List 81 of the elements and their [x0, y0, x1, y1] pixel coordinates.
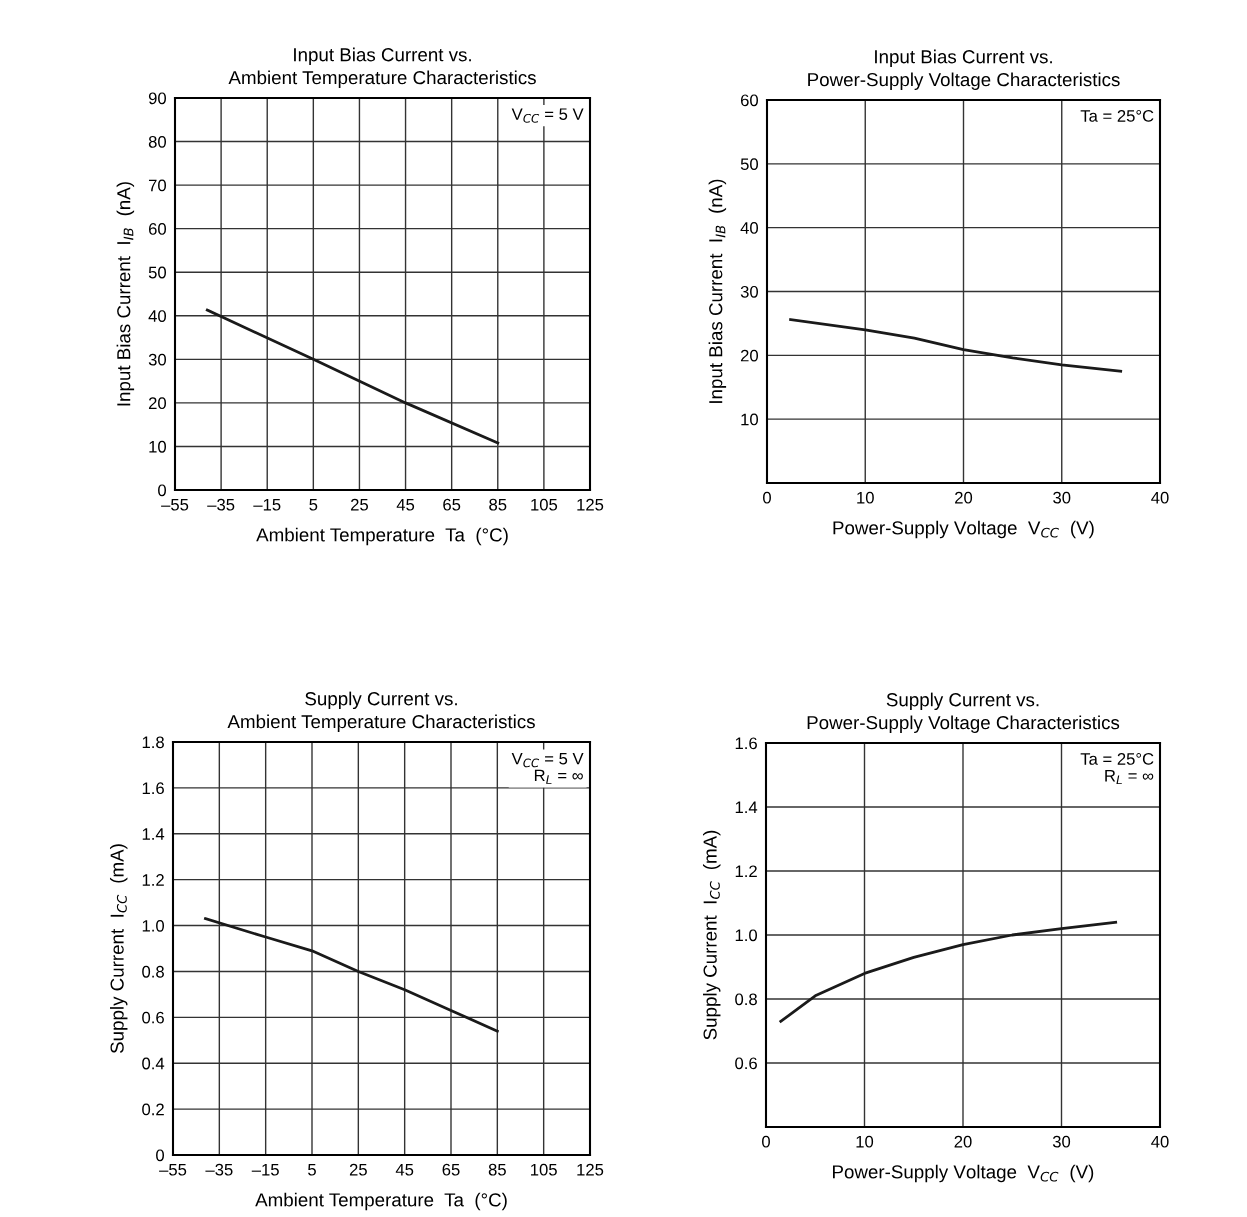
y-axis-title: Supply Current I$_{CC}$ (mA): [702, 830, 721, 1040]
annotation: V$_{CC}$ = 5 V R$_{L}$ = ∞: [511, 752, 584, 784]
x-tick-label: 10: [857, 491, 874, 504]
x-tick-label: 25: [349, 1163, 367, 1176]
y-tick-label: 1.6: [142, 782, 164, 795]
x-tick-label: 65: [442, 1163, 460, 1176]
x-tick-label: 45: [396, 498, 415, 511]
x-tick-label: –55: [161, 498, 189, 511]
x-tick-label: –15: [253, 498, 281, 511]
x-tick-label: 105: [531, 1163, 557, 1176]
y-tick-label: 10: [149, 440, 167, 453]
x-tick-label: –35: [207, 498, 235, 511]
x-tick-label: –55: [159, 1163, 187, 1176]
x-tick-label: 85: [489, 498, 507, 511]
y-tick-label: 0.2: [142, 1103, 164, 1116]
y-tick-label: 80: [148, 135, 167, 148]
x-tick-label: 125: [577, 1163, 604, 1176]
y-tick-label: 40: [148, 310, 167, 322]
y-tick-label: 1.4: [142, 828, 165, 840]
y-tick-label: 30: [148, 353, 167, 366]
annotation: V$_{CC}$ = 5 V: [511, 108, 584, 123]
x-axis-title: Ambient Temperature Ta (°C): [255, 1192, 507, 1211]
x-tick-label: 30: [1053, 491, 1071, 504]
y-tick-label: 60: [148, 223, 167, 235]
chart-title: Input Bias Current vs. Power-Supply Voltage Characteristics: [808, 49, 1120, 90]
y-tick-label: 1.4: [735, 801, 758, 814]
x-tick-label: 40: [1151, 491, 1169, 504]
y-tick-label: 30: [740, 285, 759, 298]
line-series: [779, 920, 1118, 1023]
x-tick-label: 125: [577, 498, 604, 511]
y-tick-label: 1.8: [142, 736, 164, 749]
line-series: [204, 917, 499, 1033]
x-axis-title: Power-Supply Voltage V$_{CC}$ (V): [833, 1164, 1094, 1183]
y-tick-label: 0.6: [142, 1011, 164, 1024]
y-tick-label: 0.6: [735, 1057, 757, 1070]
y-tick-label: 90: [148, 92, 167, 105]
y-tick-label: 1.6: [735, 737, 757, 750]
x-tick-label: 25: [351, 498, 369, 511]
y-tick-label: 70: [148, 179, 167, 192]
x-tick-label: 10: [856, 1135, 874, 1148]
y-tick-label: 0.8: [142, 965, 164, 978]
x-tick-label: 40: [1151, 1135, 1169, 1148]
y-tick-label: 20: [148, 397, 167, 410]
y-axis-title: Input Bias Current I$_{IB}$ (nA): [116, 182, 135, 406]
x-tick-label: 5: [308, 1163, 316, 1176]
y-tick-label: 50: [148, 266, 167, 279]
annotation: Ta = 25°C R$_{L}$ = ∞: [1080, 753, 1154, 785]
chart-title: Supply Current vs. Power-Supply Voltage Characteristics: [807, 692, 1120, 733]
line-series: [205, 308, 500, 445]
y-tick-label: 1.2: [735, 865, 757, 878]
y-axis-title: Input Bias Current I$_{IB}$ (nA): [708, 179, 727, 403]
y-tick-label: 1.0: [142, 919, 165, 932]
line-series: [789, 318, 1123, 373]
x-tick-label: 20: [954, 1135, 972, 1148]
x-axis-title: Ambient Temperature Ta (°C): [256, 527, 508, 546]
x-tick-label: 105: [531, 498, 558, 511]
x-tick-label: –15: [251, 1163, 279, 1176]
x-tick-label: 5: [309, 498, 318, 511]
annotation: Ta = 25°C: [1080, 110, 1154, 122]
x-tick-label: 0: [763, 491, 771, 504]
y-tick-label: 40: [740, 222, 759, 234]
y-tick-label: 20: [740, 349, 759, 362]
x-tick-label: 65: [443, 498, 461, 511]
x-tick-label: 45: [395, 1163, 414, 1176]
x-tick-label: 0: [762, 1135, 770, 1148]
y-tick-label: 0: [156, 1149, 165, 1162]
chart-title: Input Bias Current vs. Ambient Temperature Characteristics: [228, 47, 536, 88]
x-axis-title: Power-Supply Voltage V$_{CC}$ (V): [833, 520, 1094, 539]
y-tick-label: 0.4: [142, 1057, 165, 1070]
chart-title: Supply Current vs. Ambient Temperature Characteristics: [227, 691, 535, 732]
y-axis-title: Supply Current I$_{CC}$ (mA): [109, 844, 128, 1054]
y-tick-label: 60: [740, 94, 759, 107]
x-tick-label: –35: [205, 1163, 233, 1176]
y-tick-label: 1.2: [142, 874, 164, 886]
y-tick-label: 0.8: [735, 993, 757, 1006]
x-tick-label: 20: [955, 491, 973, 504]
y-tick-label: 10: [741, 413, 759, 426]
x-tick-label: 30: [1052, 1135, 1071, 1148]
x-tick-label: 85: [488, 1163, 506, 1176]
y-tick-label: 50: [740, 158, 759, 171]
y-tick-label: 1.0: [735, 929, 758, 942]
